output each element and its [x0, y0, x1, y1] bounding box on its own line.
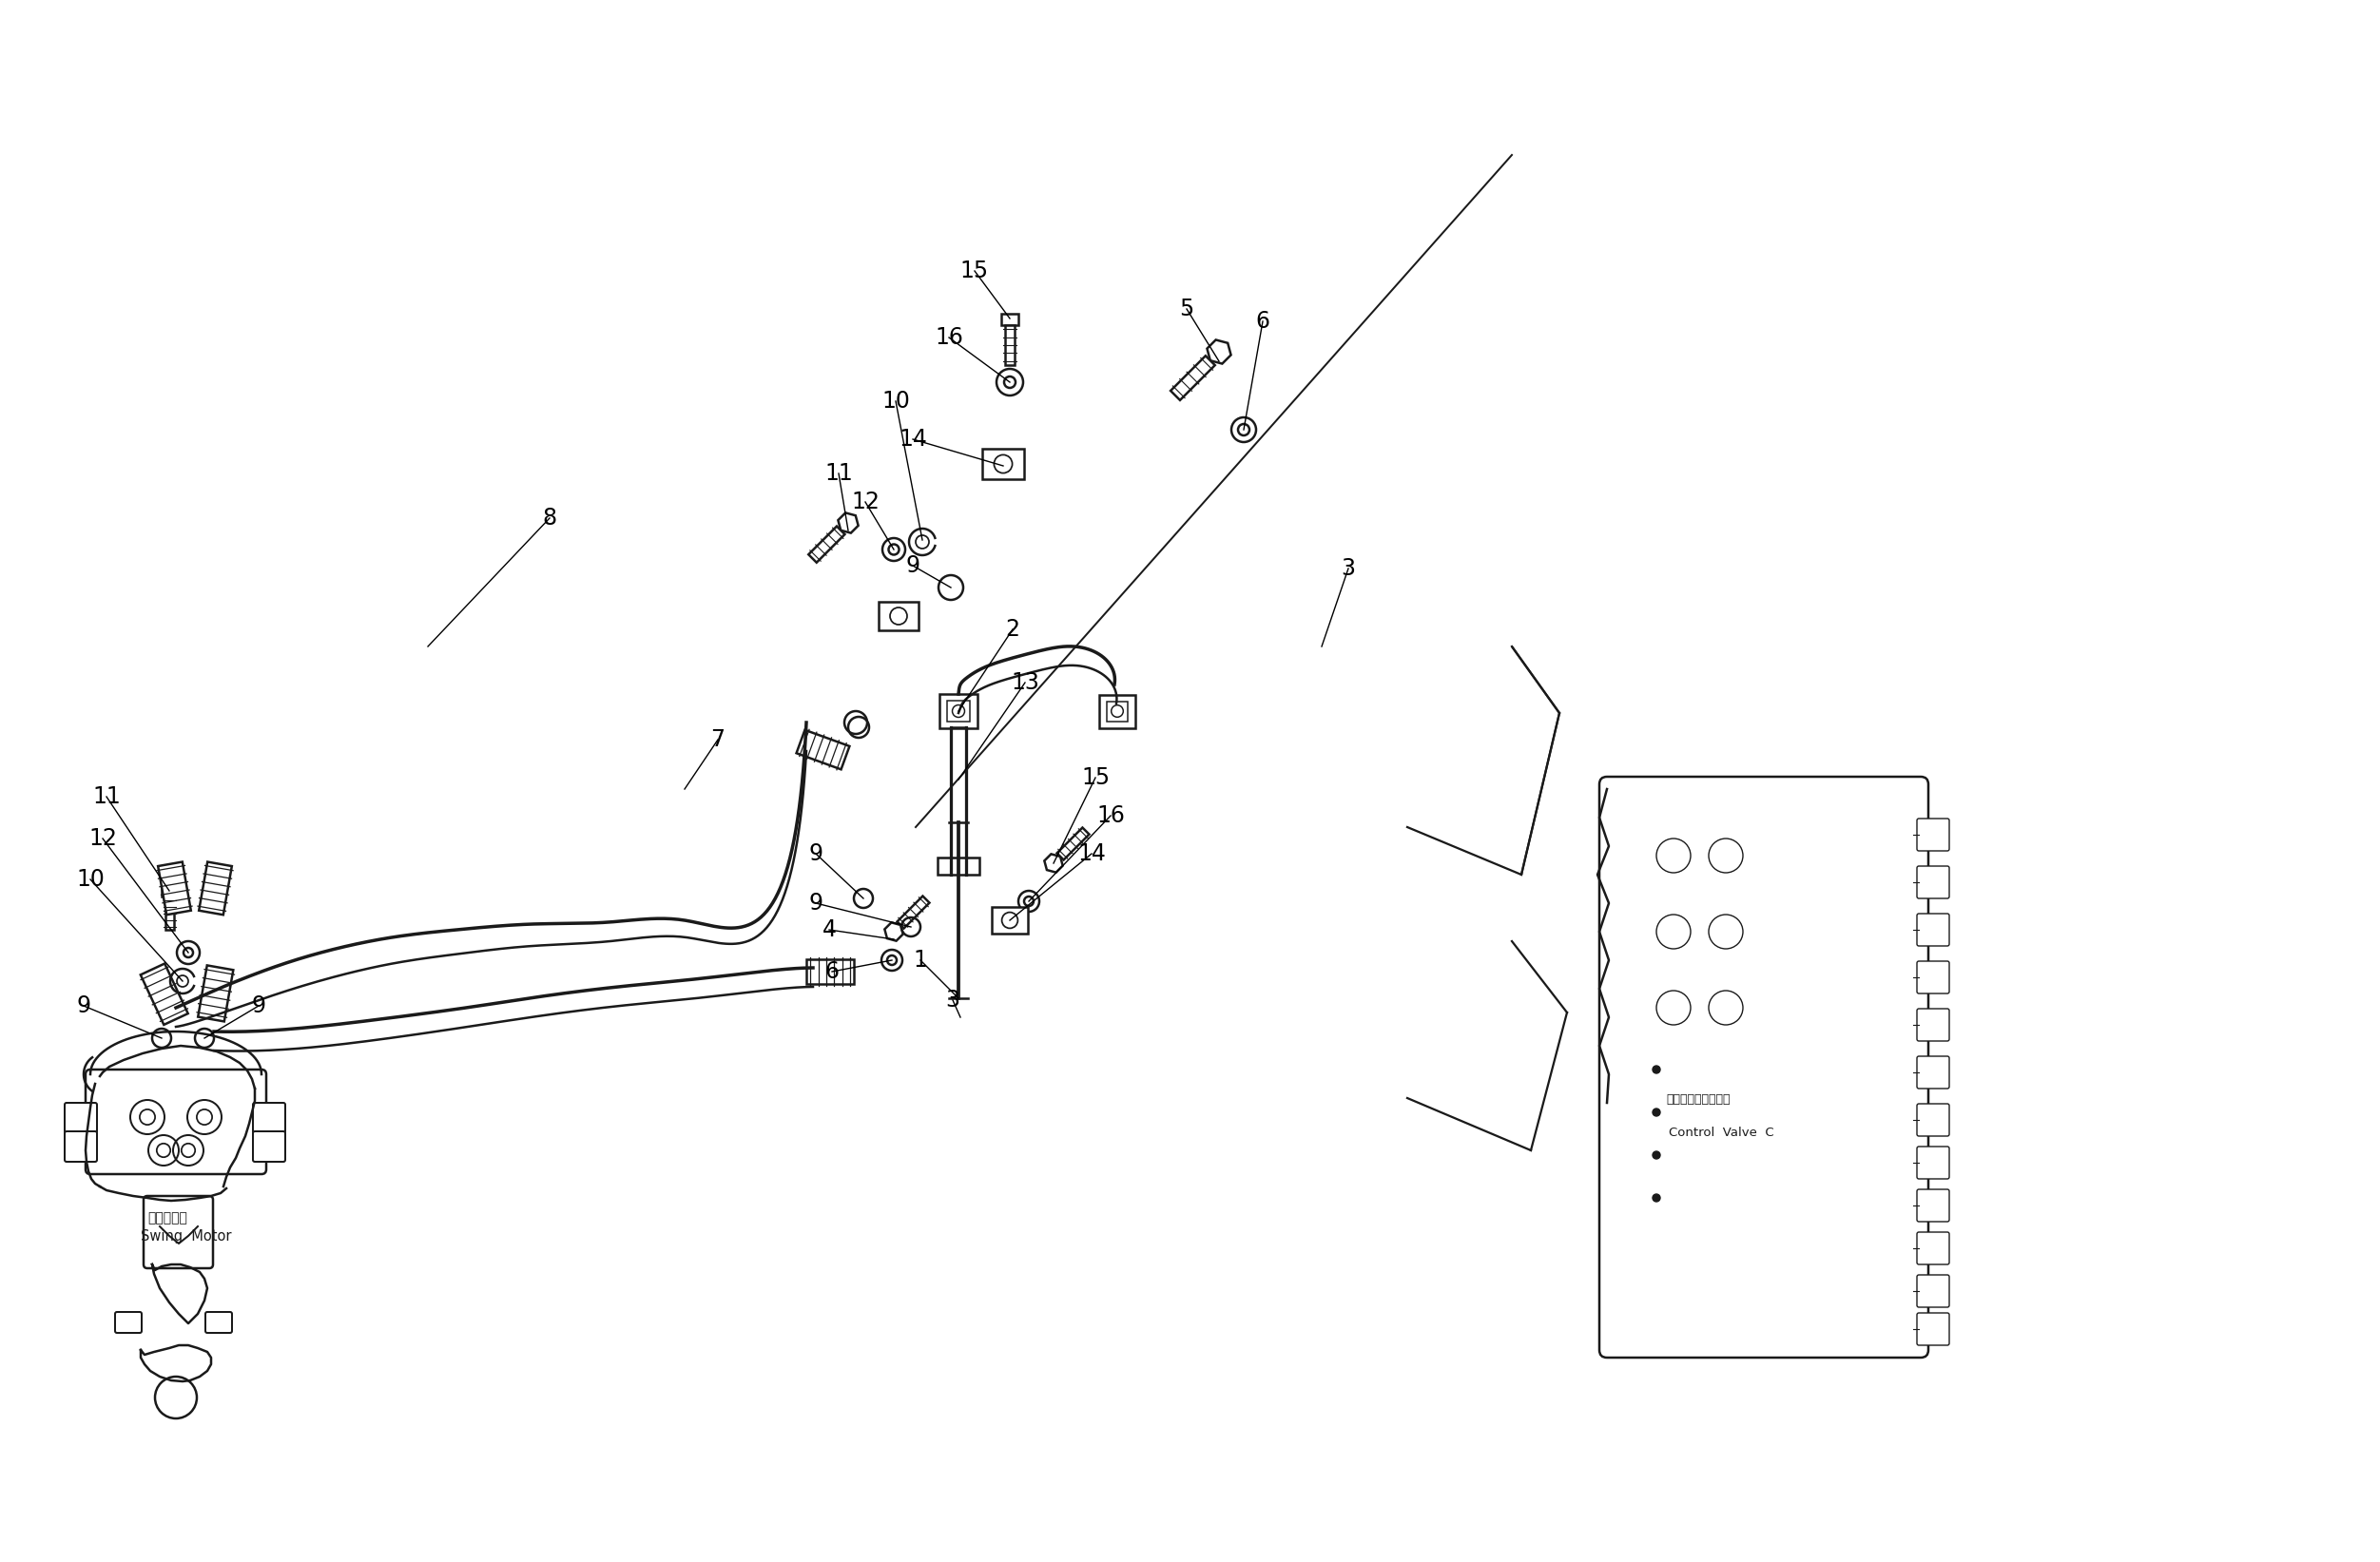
FancyBboxPatch shape — [1916, 1104, 1949, 1136]
Text: 14: 14 — [1078, 842, 1107, 865]
Text: 9: 9 — [252, 995, 267, 1017]
Polygon shape — [200, 862, 231, 915]
FancyBboxPatch shape — [1916, 961, 1949, 993]
Circle shape — [890, 608, 907, 625]
Text: 7: 7 — [712, 728, 726, 751]
Text: Swing  Motor: Swing Motor — [140, 1229, 231, 1243]
Text: 13: 13 — [1011, 672, 1040, 694]
Text: 15: 15 — [1081, 767, 1109, 789]
Circle shape — [888, 544, 900, 555]
Circle shape — [176, 942, 200, 964]
Bar — [162, 886, 176, 897]
Text: 9: 9 — [809, 842, 823, 865]
FancyBboxPatch shape — [1916, 1189, 1949, 1221]
Bar — [992, 908, 1028, 934]
FancyBboxPatch shape — [86, 1070, 267, 1175]
FancyBboxPatch shape — [1599, 776, 1928, 1357]
Text: コントロールバルブ: コントロールバルブ — [1666, 1093, 1730, 1106]
FancyBboxPatch shape — [1916, 1314, 1949, 1345]
Circle shape — [1002, 912, 1019, 928]
Bar — [164, 897, 174, 929]
Polygon shape — [797, 729, 850, 770]
Text: 12: 12 — [852, 490, 881, 514]
Circle shape — [1652, 1065, 1661, 1073]
Circle shape — [1023, 897, 1033, 906]
Text: 15: 15 — [959, 259, 990, 283]
Text: 4: 4 — [821, 918, 835, 942]
Text: 5: 5 — [1180, 298, 1195, 320]
Bar — [983, 448, 1023, 480]
Bar — [1002, 314, 1019, 325]
Bar — [940, 694, 978, 728]
Text: Control  Valve  C: Control Valve C — [1668, 1126, 1773, 1139]
Text: 8: 8 — [543, 506, 557, 530]
FancyBboxPatch shape — [1916, 1232, 1949, 1264]
Polygon shape — [1207, 341, 1230, 364]
FancyBboxPatch shape — [1916, 818, 1949, 851]
FancyBboxPatch shape — [64, 1103, 98, 1134]
Circle shape — [888, 956, 897, 965]
Text: 3: 3 — [945, 989, 959, 1012]
Bar — [1004, 325, 1014, 366]
Text: 9: 9 — [907, 555, 921, 576]
Polygon shape — [1045, 854, 1064, 873]
FancyBboxPatch shape — [64, 1131, 98, 1162]
Text: 16: 16 — [935, 326, 964, 348]
Text: 11: 11 — [823, 462, 852, 484]
Text: 10: 10 — [881, 390, 909, 412]
Circle shape — [1238, 423, 1250, 436]
Text: 2: 2 — [1004, 619, 1019, 640]
FancyBboxPatch shape — [252, 1131, 286, 1162]
Bar — [938, 858, 981, 875]
Text: 3: 3 — [1342, 558, 1357, 580]
Text: 旋回モータ: 旋回モータ — [148, 1211, 188, 1225]
Circle shape — [1652, 1193, 1661, 1201]
Text: 12: 12 — [88, 828, 117, 850]
Polygon shape — [1171, 356, 1214, 400]
FancyBboxPatch shape — [1916, 1009, 1949, 1040]
Polygon shape — [198, 965, 233, 1022]
Circle shape — [881, 950, 902, 970]
FancyBboxPatch shape — [1916, 865, 1949, 898]
Polygon shape — [897, 897, 931, 928]
Bar — [1100, 695, 1135, 728]
Circle shape — [1652, 1151, 1661, 1159]
Text: 10: 10 — [76, 868, 105, 890]
Text: 11: 11 — [93, 786, 121, 808]
Bar — [947, 701, 971, 722]
Circle shape — [183, 948, 193, 958]
Text: 16: 16 — [1097, 804, 1126, 828]
Polygon shape — [885, 923, 902, 940]
FancyBboxPatch shape — [114, 1312, 143, 1332]
Polygon shape — [807, 959, 854, 984]
Circle shape — [995, 455, 1011, 473]
Text: 9: 9 — [76, 995, 90, 1017]
Polygon shape — [809, 526, 845, 562]
Circle shape — [997, 369, 1023, 395]
Polygon shape — [838, 512, 859, 533]
Circle shape — [883, 537, 904, 561]
Text: 6: 6 — [826, 961, 840, 982]
Text: 9: 9 — [809, 892, 823, 915]
FancyBboxPatch shape — [1916, 1275, 1949, 1307]
Polygon shape — [140, 964, 188, 1025]
Bar — [878, 601, 919, 631]
Circle shape — [1019, 890, 1040, 912]
Polygon shape — [157, 862, 190, 915]
FancyBboxPatch shape — [252, 1103, 286, 1134]
FancyBboxPatch shape — [143, 1196, 212, 1268]
Circle shape — [155, 1376, 198, 1418]
FancyBboxPatch shape — [205, 1312, 231, 1332]
Text: 14: 14 — [900, 428, 928, 450]
Bar — [1107, 701, 1128, 722]
Circle shape — [1230, 417, 1257, 442]
Text: 1: 1 — [914, 948, 928, 972]
FancyBboxPatch shape — [1916, 914, 1949, 947]
FancyBboxPatch shape — [1916, 1056, 1949, 1089]
Polygon shape — [1057, 828, 1090, 859]
Text: 6: 6 — [1257, 309, 1271, 333]
Circle shape — [1004, 376, 1016, 387]
FancyBboxPatch shape — [1916, 1147, 1949, 1179]
Circle shape — [1652, 1109, 1661, 1117]
